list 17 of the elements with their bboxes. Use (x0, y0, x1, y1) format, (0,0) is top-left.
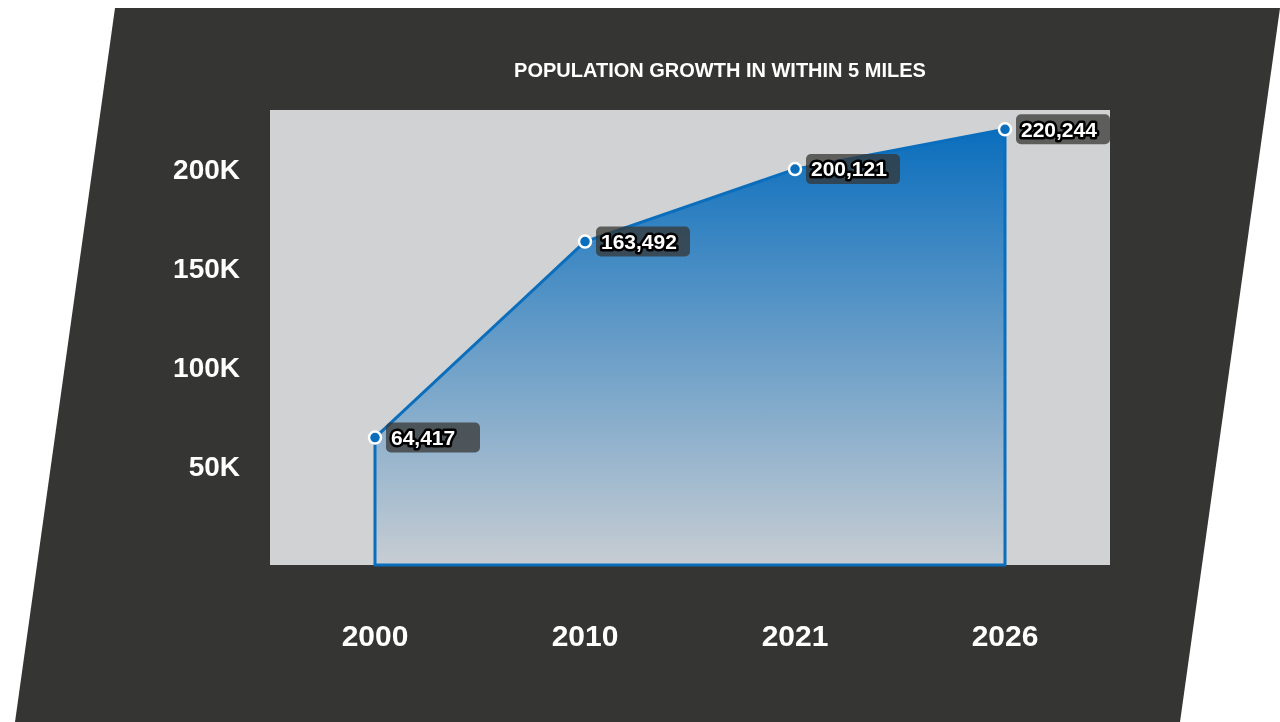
data-label: 64,417 (391, 425, 456, 449)
x-tick-label: 2021 (761, 619, 829, 652)
y-tick-label: 200K (173, 154, 240, 186)
data-label: 220,244 (1021, 117, 1098, 141)
point (367, 430, 383, 445)
data-label: 200,121 (811, 157, 888, 181)
x-tick-label: 2026 (971, 619, 1039, 652)
x-tick-label: 2000 (341, 619, 409, 652)
data-label: 163,492 (601, 229, 677, 253)
x-tick-label: 2010 (551, 619, 619, 652)
y-tick-label: 100K (173, 351, 240, 383)
y-tick-label: 50K (188, 450, 240, 482)
point (997, 122, 1013, 137)
point (787, 161, 803, 177)
point (577, 234, 593, 249)
chart-title: POPULATION GROWTH IN WITHIN 5 MILES (514, 59, 926, 81)
y-tick-label: 150K (173, 253, 240, 285)
